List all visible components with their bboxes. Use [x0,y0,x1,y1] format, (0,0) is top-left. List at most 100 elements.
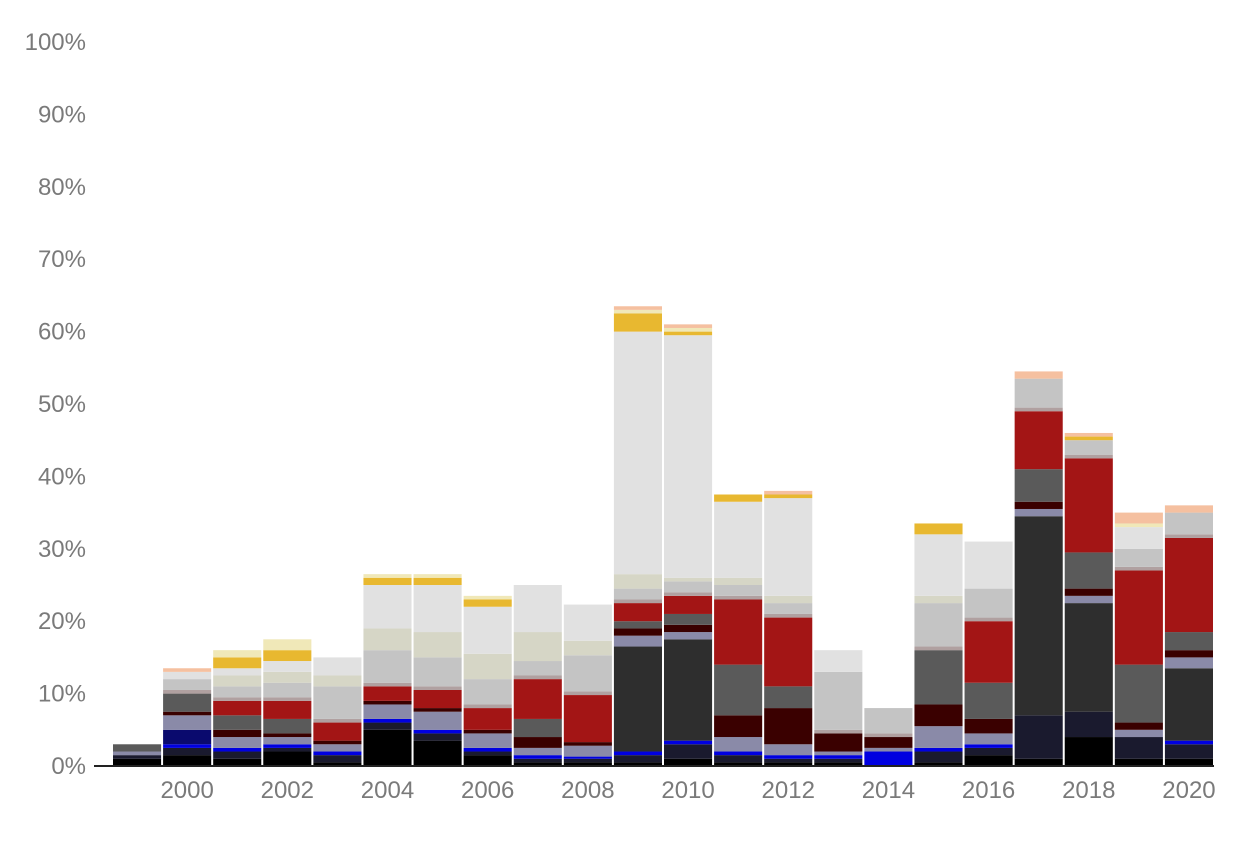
bar-segment-2004-1 [363,722,412,730]
bar-segment-2009-8 [613,603,662,622]
bar-segment-2001-9 [213,697,262,701]
bar-segment-2002-14 [263,639,312,651]
bar-segment-2008-5 [563,745,612,757]
bar-segment-2007-5 [513,747,562,756]
bar-segment-2001-6 [213,729,262,738]
bar-segment-2020-9 [1164,534,1213,538]
bar-segment-2018-15 [1064,432,1113,437]
bar-segment-2002-8 [263,700,312,719]
bar-segment-2006-2 [463,747,512,752]
bar-segment-2012-10 [764,603,813,614]
bar-segment-2015-6 [914,704,963,727]
bar-segment-2018-8 [1064,458,1113,553]
bar-segment-2015-1 [914,751,963,763]
bar-segment-2003-11 [313,675,362,687]
bar-segment-2015-5 [914,726,963,748]
bar-segment-2002-5 [263,737,312,745]
bar-segment-2018-7 [1064,552,1113,589]
bar-segment-2005-0 [413,740,462,766]
bar-stack-2002 [263,639,312,766]
bar-segment-2001-11 [213,675,262,687]
bar-segment-2010-9 [664,592,713,596]
bar-segment-2018-9 [1064,454,1113,459]
bar-segment-2010-14 [664,327,713,332]
bar-segment-2006-14 [463,595,512,600]
y-tick-label: 100% [25,29,86,56]
bar-segment-2005-8 [413,689,462,709]
bar-segment-2008-9 [563,691,612,696]
bar-stack-2005 [413,574,462,766]
bar-stack-2010 [664,324,713,766]
bar-segment-2009-10 [613,588,662,600]
bar-stack-2020 [1164,505,1213,766]
bar-stack-2013 [814,650,863,766]
bar-segment-2013-9 [814,729,863,734]
bar-segment-2019-14 [1114,523,1163,528]
bar-stack-1999 [113,744,162,766]
bar-segment-2015-2 [914,747,963,752]
bar-segment-2009-12 [613,331,662,575]
bar-segment-2010-1 [664,744,713,759]
bar-segment-2013-10 [814,671,863,730]
bar-segment-2007-12 [513,585,562,633]
bar-segment-2015-11 [914,595,963,604]
bar-stack-2012 [764,490,813,766]
bar-stack-2019 [1114,512,1163,766]
bar-segment-2019-5 [1114,729,1163,738]
bar-segment-2005-13 [413,577,462,585]
bar-segment-2018-10 [1064,440,1113,455]
bar-segment-2014-10 [864,708,913,734]
bar-segment-2001-8 [213,700,262,716]
bar-segment-2004-8 [363,686,412,701]
bar-segment-2019-12 [1114,527,1163,549]
bar-segment-2009-7 [613,621,662,629]
bar-segment-2007-11 [513,632,562,662]
bar-segment-2003-10 [313,686,362,719]
bar-segment-2007-7 [513,718,562,738]
bar-segment-2002-12 [263,661,312,672]
bar-segment-2009-14 [613,309,662,314]
bar-segment-2005-9 [413,686,462,690]
bar-segment-2007-0 [513,762,562,766]
bar-segment-2020-8 [1164,537,1213,633]
bar-stack-2016 [964,541,1013,766]
bar-segment-2006-12 [463,606,512,654]
bar-segment-2012-5 [764,744,813,756]
bar-segment-2001-0 [213,758,262,766]
bar-segment-2013-0 [814,762,863,766]
bar-segment-2010-13 [664,331,713,336]
bar-segment-2009-13 [613,313,662,332]
bar-segment-2008-11 [563,640,612,656]
bar-segment-2010-5 [664,632,713,640]
bar-segment-2016-1 [964,747,1013,756]
bar-segment-2001-13 [213,657,262,669]
bar-segment-2011-6 [714,715,763,738]
bar-segment-2020-7 [1164,632,1213,651]
bar-segment-2015-12 [914,534,963,596]
bar-segment-2004-12 [363,585,412,629]
bar-segment-2015-0 [914,762,963,766]
bar-segment-2003-8 [313,722,362,741]
bar-segment-2012-12 [764,498,813,596]
bar-stack-2011 [714,494,763,766]
bar-segment-2019-8 [1114,570,1163,665]
bar-segment-2004-10 [363,650,412,683]
bar-segment-2016-0 [964,755,1013,766]
bar-segment-2013-12 [814,650,863,672]
bar-stack-2014 [864,708,913,766]
x-tick-label: 2020 [1162,777,1215,804]
bar-segment-2002-6 [263,733,312,738]
y-tick-label: 20% [38,608,86,635]
bar-segment-2013-1 [814,758,863,763]
bar-segment-2011-12 [714,501,763,578]
x-tick-label: 2012 [762,777,815,804]
bar-segment-2011-9 [714,595,763,600]
bar-segment-2017-10 [1014,378,1063,408]
bar-segment-2002-0 [263,751,312,766]
bar-segment-2017-1 [1014,715,1063,759]
bar-segment-2011-2 [714,751,763,756]
bar-segment-2003-6 [313,740,362,745]
bar-segment-1999-1 [113,755,162,759]
bar-stack-2001 [213,650,262,766]
